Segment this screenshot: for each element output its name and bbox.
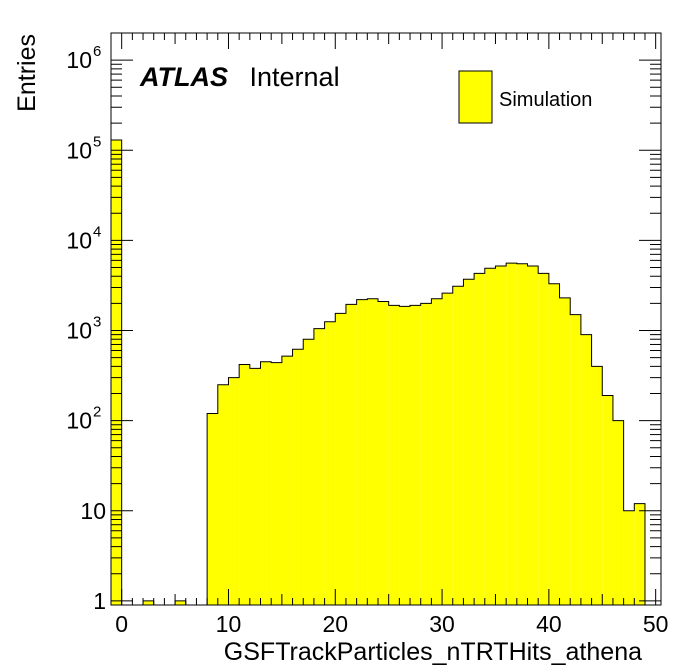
histogram-bar xyxy=(612,420,624,605)
histogram-bar xyxy=(175,600,186,605)
y-axis-ticks xyxy=(111,32,661,606)
atlas-label: ATLAS xyxy=(139,62,228,92)
histogram-bar xyxy=(410,305,421,605)
legend-label-simulation: Simulation xyxy=(499,89,592,111)
histogram-bar xyxy=(356,299,368,605)
y-tick-label: 10 xyxy=(66,47,92,73)
histogram-bar xyxy=(431,298,443,605)
x-tick-label: 30 xyxy=(429,611,455,637)
histogram-bar xyxy=(324,321,336,605)
histogram-bar xyxy=(249,368,261,605)
histogram-bar xyxy=(559,297,571,605)
histogram-bar xyxy=(207,413,218,605)
x-tick-label: 50 xyxy=(643,611,669,637)
plot-frame xyxy=(110,32,662,606)
histogram-bar xyxy=(292,349,304,605)
histogram-bar xyxy=(580,334,592,605)
y-tick-exponent: 2 xyxy=(93,404,101,421)
x-tick-label: 40 xyxy=(536,611,562,637)
histogram-bar xyxy=(399,306,411,605)
histogram-bar xyxy=(463,279,475,605)
y-tick-label: 1 xyxy=(93,588,106,614)
histogram-bar xyxy=(111,139,122,605)
histogram-bar xyxy=(474,273,485,605)
histogram-bar xyxy=(527,265,539,605)
y-tick-exponent: 3 xyxy=(93,314,101,331)
histogram-bar xyxy=(484,268,496,605)
histogram-bar xyxy=(367,298,378,605)
histogram-bar xyxy=(143,600,154,605)
histogram-bar xyxy=(548,283,560,605)
histogram-bar xyxy=(313,328,325,605)
histogram-bar xyxy=(452,286,464,605)
y-tick-label: 10 xyxy=(66,408,92,434)
histogram-bar xyxy=(538,273,549,605)
histogram-bar xyxy=(442,293,453,605)
x-axis-ticks xyxy=(110,33,657,605)
histogram-bar xyxy=(281,356,293,605)
histogram-bar xyxy=(217,384,229,605)
histogram-bar xyxy=(388,305,400,605)
y-tick-label: 10 xyxy=(66,318,92,344)
histogram-bar xyxy=(271,362,282,605)
y-tick-label: 10 xyxy=(66,137,92,163)
histogram-bar xyxy=(335,313,346,605)
histogram-outline xyxy=(110,139,646,606)
histogram-bar xyxy=(591,366,603,605)
histogram-bar xyxy=(345,304,357,605)
x-tick-label: 0 xyxy=(115,611,128,637)
histogram-bar xyxy=(570,314,581,605)
y-tick-exponent: 4 xyxy=(93,223,101,240)
internal-label: Internal xyxy=(250,62,340,92)
atlas-annotation: ATLAS Internal xyxy=(139,62,340,92)
histogram-bar xyxy=(228,377,240,605)
histogram-bar xyxy=(377,301,389,605)
y-axis-label: Entries xyxy=(13,34,41,112)
y-tick-label: 10 xyxy=(80,498,106,524)
y-tick-label: 10 xyxy=(66,227,92,253)
histogram-bars xyxy=(110,139,646,606)
histogram-bar xyxy=(495,265,507,605)
legend: Simulation xyxy=(458,70,592,124)
x-axis-label: GSFTrackParticles_nTRTHits_athena xyxy=(224,638,642,666)
histogram-bar xyxy=(623,510,635,605)
histogram-bar xyxy=(260,361,272,605)
x-axis-tick-labels: 0 10 20 30 40 50 xyxy=(115,611,668,637)
y-tick-exponent: 6 xyxy=(93,43,101,60)
y-tick-exponent: 5 xyxy=(93,133,101,150)
histogram-bar xyxy=(506,263,517,605)
histogram-bar xyxy=(239,364,250,605)
legend-swatch-simulation xyxy=(458,70,493,124)
x-tick-label: 10 xyxy=(216,611,242,637)
histogram-bar xyxy=(602,395,613,605)
x-tick-label: 20 xyxy=(322,611,348,637)
histogram-bar xyxy=(516,263,528,605)
histogram-bar xyxy=(634,503,645,605)
histogram-bar xyxy=(303,339,314,605)
histogram-bar xyxy=(420,303,432,605)
